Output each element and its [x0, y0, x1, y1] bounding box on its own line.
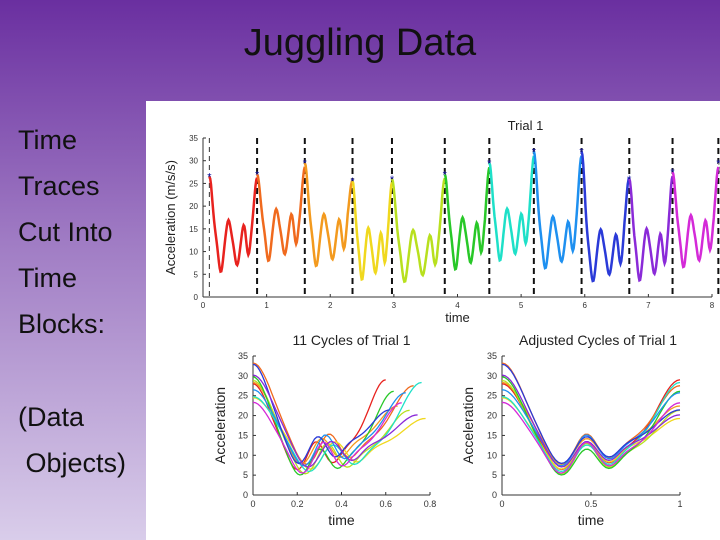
- x-tick-label: 5: [519, 301, 524, 310]
- y-tick-label: 10: [189, 248, 198, 257]
- y-tick-label: 0: [194, 293, 199, 302]
- peak-marker: *: [579, 147, 584, 159]
- peak-marker: *: [390, 174, 395, 186]
- bullet-text: Traces: [18, 171, 100, 201]
- x-tick-label: 1: [677, 499, 682, 509]
- cycles-chart: 0 0.2 0.4 0.6 0.8 0 5 10 15 20 25 30 35 11 Cycles of …: [212, 332, 437, 528]
- x-tick-label: 0.4: [335, 499, 348, 509]
- note-text: (Data: [18, 402, 85, 432]
- y-tick-label: 35: [487, 351, 497, 361]
- y-axis-label: Acceleration: [460, 387, 476, 464]
- peak-marker: *: [303, 158, 308, 170]
- cycle-curve: [252, 401, 402, 474]
- cycle-trace: [351, 180, 394, 282]
- peak-marker: *: [207, 172, 212, 184]
- note-text: Objects): [18, 448, 127, 478]
- cycle-curve: [501, 381, 681, 465]
- cycle-curve: [252, 363, 390, 465]
- y-tick-label: 30: [238, 371, 248, 381]
- cycle-curve: [252, 381, 422, 473]
- cycle-curve: [252, 389, 406, 467]
- y-tick-label: 0: [492, 490, 497, 500]
- x-tick-label: 6: [583, 301, 588, 310]
- cycle-trace: [255, 166, 307, 263]
- y-tick-label: 30: [487, 371, 497, 381]
- y-tick-label: 5: [194, 270, 199, 279]
- cycle-trace: [671, 166, 720, 269]
- cycle-curve: [252, 362, 414, 465]
- y-tick-label: 30: [189, 157, 198, 166]
- cycle-trace: [532, 151, 583, 270]
- y-axis-label: Acceleration (m/s/s): [163, 160, 178, 275]
- x-tick-label: 3: [392, 301, 397, 310]
- peak-marker: *: [443, 169, 448, 181]
- slide-title: Juggling Data: [243, 22, 477, 64]
- y-tick-label: 25: [189, 179, 198, 188]
- cycle-trace: [580, 151, 631, 283]
- x-tick-label: 0.8: [424, 499, 437, 509]
- bullet-text: Blocks:: [18, 309, 106, 339]
- cycle-curve: [252, 379, 386, 471]
- x-tick-label: 0.2: [291, 499, 304, 509]
- y-tick-label: 5: [492, 470, 497, 480]
- y-tick-label: 5: [243, 470, 248, 480]
- peak-marker: *: [350, 176, 355, 188]
- cycle-trace: [390, 177, 446, 284]
- y-tick-label: 0: [243, 490, 248, 500]
- y-tick-label: 35: [238, 351, 248, 361]
- peak-marker: *: [670, 167, 675, 179]
- y-tick-label: 15: [487, 430, 497, 440]
- peak-marker: *: [255, 169, 260, 181]
- bullet-text: Time: [18, 263, 77, 293]
- trial-chart: 0 1 2 3 4 5 6 7 8 0 5 10 15 20 25 30 35 Trial 1 time Accele…: [163, 118, 720, 325]
- peak-marker: *: [716, 158, 720, 170]
- figure-panel: [146, 101, 720, 540]
- x-tick-label: 1: [264, 301, 269, 310]
- y-tick-label: 10: [487, 450, 497, 460]
- cycle-curve: [501, 389, 681, 467]
- y-axis-label: Acceleration: [212, 387, 228, 464]
- cycle-curve: [501, 374, 681, 468]
- cycle-curve: [252, 376, 394, 476]
- y-tick-label: 25: [238, 391, 248, 401]
- peak-marker: *: [487, 158, 492, 170]
- x-axis-label: time: [445, 310, 470, 325]
- x-tick-label: 0: [250, 499, 255, 509]
- peak-marker: *: [627, 174, 632, 186]
- x-tick-label: 0.5: [585, 499, 598, 509]
- x-axis-label: time: [328, 512, 355, 528]
- cycle-trace: [443, 166, 491, 272]
- x-axis-label: time: [578, 512, 605, 528]
- x-tick-label: 8: [710, 301, 715, 310]
- chart-title: Trial 1: [508, 118, 544, 133]
- chart-title: 11 Cycles of Trial 1: [292, 332, 410, 348]
- cycle-trace: [303, 162, 354, 268]
- x-tick-label: 0: [201, 301, 206, 310]
- cycle-curve: [252, 374, 418, 468]
- bullet-text: Cut Into: [18, 217, 113, 247]
- y-tick-label: 20: [487, 411, 497, 421]
- y-tick-label: 35: [189, 134, 198, 143]
- x-tick-label: 2: [328, 301, 333, 310]
- cycle-trace: [488, 155, 536, 263]
- bullet-text: Time: [18, 125, 77, 155]
- y-tick-label: 15: [189, 225, 198, 234]
- chart-title: Adjusted Cycles of Trial 1: [519, 332, 677, 348]
- cycle-trace: [208, 176, 259, 274]
- peak-marker: *: [532, 147, 537, 159]
- cycle-curve: [501, 401, 681, 474]
- y-tick-label: 20: [238, 411, 248, 421]
- y-tick-label: 15: [238, 430, 248, 440]
- x-tick-label: 0.6: [379, 499, 392, 509]
- y-tick-label: 20: [189, 202, 198, 211]
- cycle-trace: [628, 175, 674, 283]
- y-tick-label: 25: [487, 391, 497, 401]
- y-tick-label: 10: [238, 450, 248, 460]
- x-tick-label: 4: [455, 301, 460, 310]
- cycle-curve: [501, 363, 681, 465]
- x-tick-label: 0: [499, 499, 504, 509]
- x-tick-label: 7: [646, 301, 651, 310]
